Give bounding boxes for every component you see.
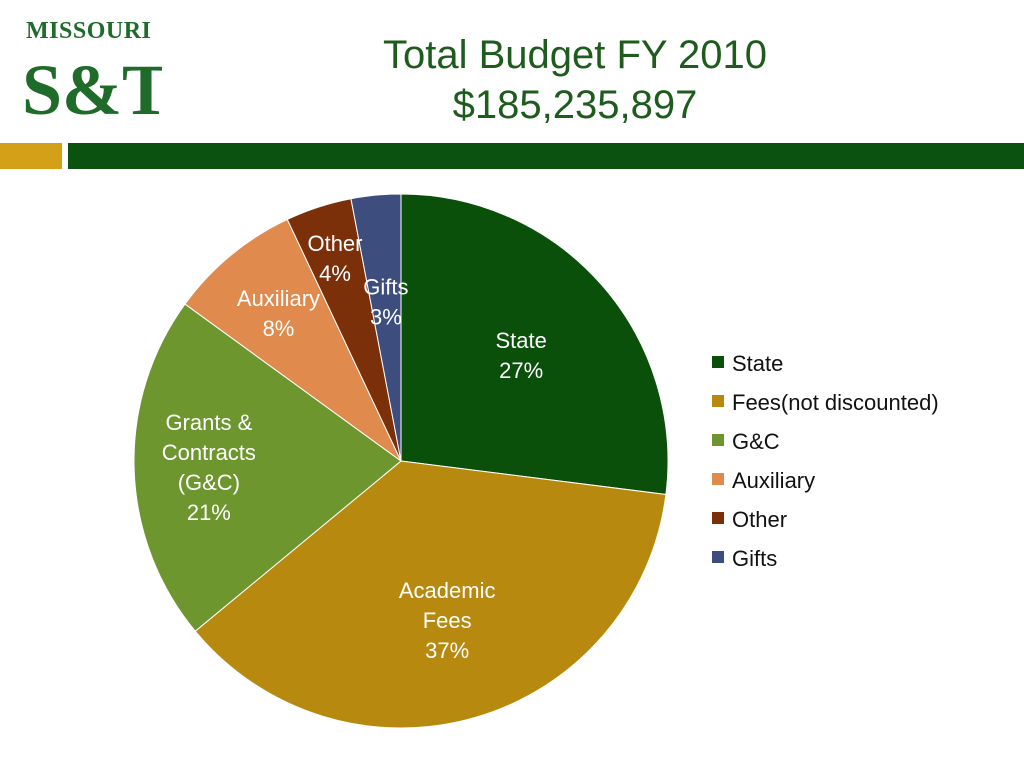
pie-label-g-c: Grants & Contracts (G&C) 21% bbox=[162, 410, 256, 525]
legend-swatch-fees-not-discounted bbox=[712, 395, 724, 407]
legend-swatch-auxiliary bbox=[712, 473, 724, 485]
pie-label-state: State 27% bbox=[495, 328, 546, 383]
logo-main-text: S&T bbox=[22, 50, 162, 124]
pie-label-gifts: Gifts 3% bbox=[363, 275, 408, 330]
pie-labels: State 27% Academic Fees 37% Grants & Contracts… bbox=[162, 231, 547, 663]
pie-label-auxiliary: Auxiliary 8% bbox=[237, 286, 320, 341]
legend-label-state: State bbox=[732, 351, 783, 376]
pie-slices bbox=[133, 193, 669, 729]
legend-label-other: Other bbox=[732, 507, 787, 532]
chart-legend: State Fees(not discounted) G&C Auxiliary Oth… bbox=[712, 351, 939, 571]
pie-slice-state bbox=[400, 193, 669, 496]
pie-slice-gifts bbox=[350, 193, 402, 462]
logo-top-text: MISSOURI bbox=[26, 18, 151, 44]
accent-bar-gold bbox=[0, 143, 62, 169]
pie-slice-auxiliary bbox=[184, 218, 402, 462]
accent-bar-green bbox=[68, 143, 1024, 169]
legend-swatch-state bbox=[712, 356, 724, 368]
pie-slice-fees-not-discounted bbox=[194, 460, 667, 729]
legend-label-auxiliary: Auxiliary bbox=[732, 468, 815, 493]
legend-swatch-other bbox=[712, 512, 724, 524]
pie-label-fees-not-discounted: Academic Fees 37% bbox=[399, 578, 496, 663]
slide-title: Total Budget FY 2010 $185,235,897 bbox=[300, 30, 850, 130]
legend-label-fees-not-discounted: Fees(not discounted) bbox=[732, 390, 939, 415]
legend-label-g-c: G&C bbox=[732, 429, 780, 454]
legend-label-gifts: Gifts bbox=[732, 546, 777, 571]
title-line-1: Total Budget FY 2010 bbox=[383, 33, 767, 77]
missouri-st-logo: MISSOURI S&T bbox=[22, 14, 170, 130]
title-line-2: $185,235,897 bbox=[452, 83, 698, 127]
pie-label-other: Other 4% bbox=[307, 231, 362, 286]
legend-swatch-g-c bbox=[712, 434, 724, 446]
legend-swatch-gifts bbox=[712, 551, 724, 563]
pie-slice-g-c bbox=[133, 303, 402, 632]
